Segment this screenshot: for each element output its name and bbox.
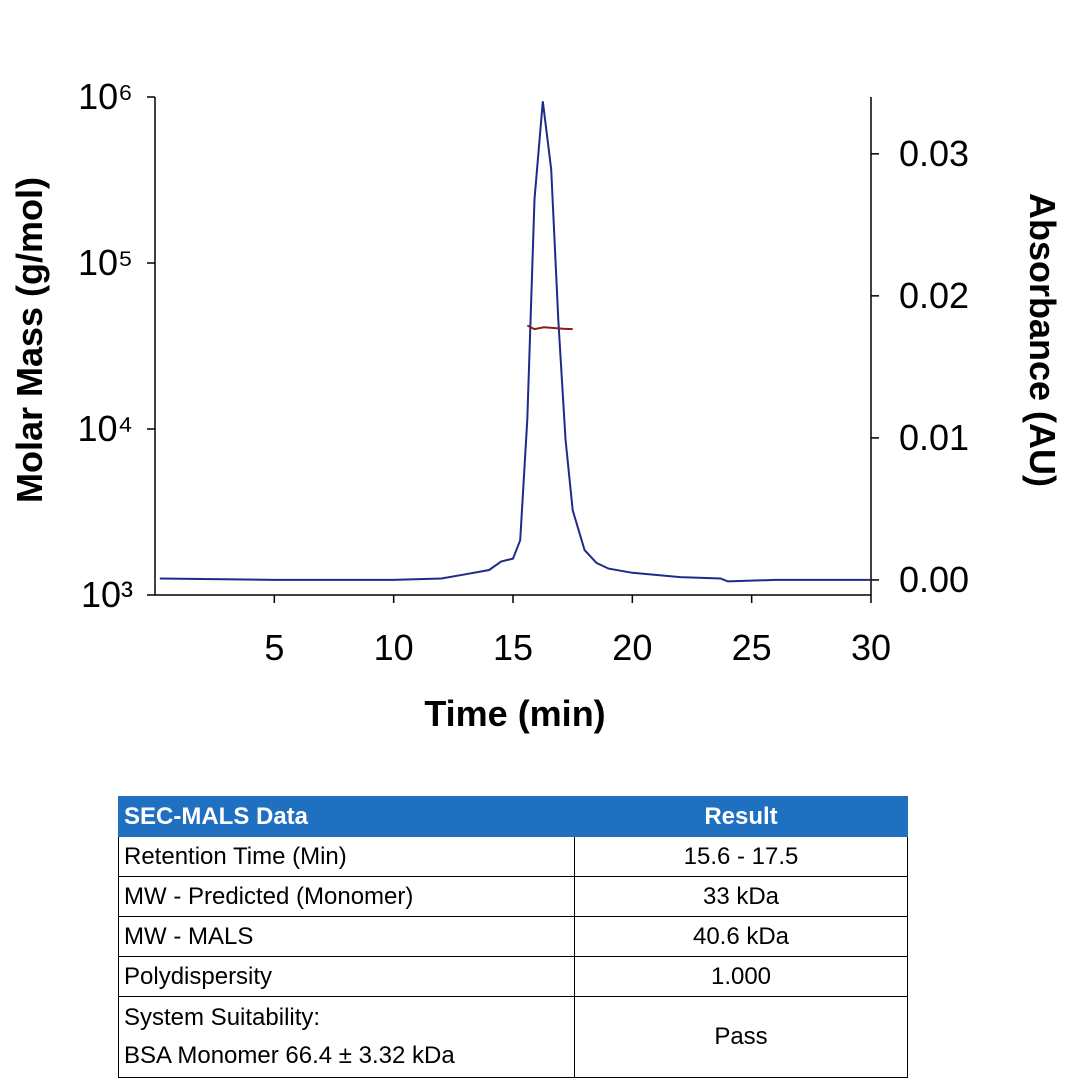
cell-line: BSA Monomer 66.4 ± 3.32 kDa [124,1042,455,1069]
x-tick-label: 15 [493,627,533,668]
y2-tick-label: 0.01 [899,417,969,458]
results-table: SEC-MALS Data Result Retention Time (Min… [118,796,908,1078]
y2-axis-title: Absorbance (AU) [1022,193,1063,487]
y-tick-label: 10³ [81,574,133,615]
y-axis-title: Molar Mass (g/mol) [9,177,50,503]
cell: 40.6 kDa [574,916,908,957]
table-row: System Suitability: BSA Monomer 66.4 ± 3.… [118,996,908,1078]
x-tick-label: 30 [851,627,891,668]
table-row: Polydispersity 1.000 [118,956,908,997]
cell: System Suitability: BSA Monomer 66.4 ± 3.… [118,996,575,1078]
table-row: MW - Predicted (Monomer) 33 kDa [118,876,908,917]
x-tick-label: 5 [264,627,284,668]
series-line [526,324,573,331]
x-tick-label: 20 [612,627,652,668]
x-axis-title: Time (min) [424,693,605,734]
y-tick-label: 10⁵ [78,242,133,283]
cell: Retention Time (Min) [118,836,575,877]
cell: Pass [574,996,908,1078]
header-cell: SEC-MALS Data [118,796,575,837]
cell: Polydispersity [118,956,575,997]
y-tick-label: 10⁶ [78,76,133,117]
y2-tick-label: 0.00 [899,559,969,600]
series-line [159,101,871,583]
table-header: SEC-MALS Data Result [118,796,908,837]
table-row: MW - MALS 40.6 kDa [118,916,908,957]
cell: 15.6 - 17.5 [574,836,908,877]
x-tick-label: 10 [374,627,414,668]
cell: MW - MALS [118,916,575,957]
y-tick-label: 10⁴ [77,408,133,449]
cell: 33 kDa [574,876,908,917]
x-tick-label: 25 [732,627,772,668]
chart: Time (min) Molar Mass (g/mol) Absorbance… [9,76,1063,734]
header-cell: Result [574,796,908,837]
y2-tick-label: 0.03 [899,133,969,174]
cell-line: System Suitability: [124,1004,321,1031]
table-row: Retention Time (Min) 15.6 - 17.5 [118,836,908,877]
cell: 1.000 [574,956,908,997]
y2-tick-label: 0.02 [899,275,969,316]
cell: MW - Predicted (Monomer) [118,876,575,917]
